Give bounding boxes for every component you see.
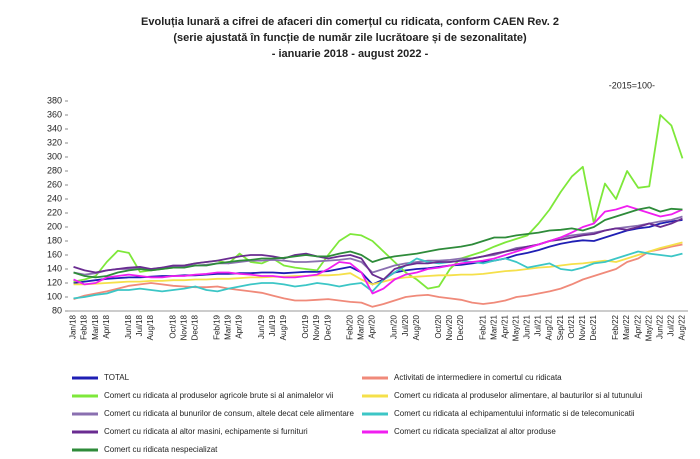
x-tick-label: Apr/22: [633, 314, 642, 338]
x-tick-label: Nov/21: [578, 314, 587, 340]
x-tick-label: Nov/18: [179, 314, 188, 340]
chart-period: - ianuarie 2018 - august 2022 -: [272, 48, 429, 60]
y-tick-label: 300: [47, 151, 62, 161]
x-tick-label: Jun/20: [390, 314, 399, 339]
x-tick-label: Dec/20: [456, 314, 465, 340]
y-tick-label: 320: [47, 137, 62, 147]
x-tick-label: Jun/19: [257, 314, 266, 339]
x-tick-label: Jan/18: [69, 314, 78, 339]
x-tick-label: Mar/19: [224, 314, 233, 339]
series-line: [73, 241, 683, 286]
chart-subtitle: (serie ajustată în funcție de număr zile…: [173, 32, 527, 44]
series-line: [73, 206, 683, 279]
y-tick-label: 100: [47, 291, 62, 301]
base-note: -2015=100-: [609, 80, 655, 90]
x-tick-label: Jul/22: [667, 314, 676, 336]
x-tick-label: Feb/21: [478, 314, 487, 339]
x-tick-label: Feb/19: [213, 314, 222, 339]
x-tick-label: Apr/19: [235, 314, 244, 338]
series-line: [73, 217, 683, 281]
x-tick-label: Dec/19: [323, 314, 332, 340]
x-tick-label: Dec/18: [190, 314, 199, 340]
x-tick-label: Nov/20: [445, 314, 454, 340]
y-tick-label: 240: [47, 193, 62, 203]
x-tick-label: Jun/22: [655, 314, 664, 339]
x-tick-label: May/21: [512, 314, 521, 341]
x-tick-label: Jun/21: [523, 314, 532, 339]
x-tick-label: Dec/21: [589, 314, 598, 340]
y-tick-label: 280: [47, 165, 62, 175]
x-tick-label: Feb/22: [611, 314, 620, 339]
x-tick-label: Jul/20: [401, 314, 410, 336]
x-tick-label: May/22: [644, 314, 653, 341]
x-tick-label: Aug/20: [412, 314, 421, 340]
x-tick-label: Jul/19: [268, 314, 277, 336]
x-tick-label: Aug/21: [545, 314, 554, 340]
x-tick-label: Mar/20: [357, 314, 366, 339]
x-tick-label: Nov/19: [312, 314, 321, 340]
series-line: [73, 250, 683, 300]
x-tick-label: Aug/22: [678, 314, 687, 340]
y-tick-label: 260: [47, 179, 62, 189]
series-line: [73, 205, 683, 295]
x-tick-label: Jul/21: [534, 314, 543, 336]
x-tick-label: Oct/20: [434, 314, 443, 338]
x-tick-label: Sep/21: [556, 314, 565, 340]
legend-label: Comert cu ridicata al produselor aliment…: [394, 391, 642, 400]
chart-title: Evoluția lunară a cifrei de afaceri din …: [141, 16, 559, 28]
x-tick-label: Mar/21: [489, 314, 498, 339]
x-tick-label: Oct/19: [301, 314, 310, 338]
x-tick-label: Jul/18: [135, 314, 144, 336]
legend-label: Comert cu ridicata al altor masini, echi…: [104, 427, 308, 436]
legend-label: Comert cu ridicata al produselor agricol…: [104, 391, 334, 400]
x-tick-label: Feb/20: [345, 314, 354, 339]
x-tick-label: Mar/18: [91, 314, 100, 339]
y-tick-label: 120: [47, 277, 62, 287]
y-tick-label: 180: [47, 235, 62, 245]
y-tick-label: 340: [47, 123, 62, 133]
legend-label: TOTAL: [104, 373, 130, 382]
x-tick-label: Aug/18: [146, 314, 155, 340]
legend-label: Comert cu ridicata nespecializat: [104, 445, 218, 454]
y-tick-label: 360: [47, 109, 62, 119]
y-tick-label: 160: [47, 249, 62, 259]
y-tick-label: 380: [47, 95, 62, 105]
legend-label: Activitati de intermediere in comertul c…: [394, 373, 562, 382]
x-tick-label: Mar/22: [622, 314, 631, 339]
legend-label: Comert cu ridicata al bunurilor de consu…: [104, 409, 354, 418]
y-tick-label: 80: [52, 305, 62, 315]
x-tick-label: Oct/18: [168, 314, 177, 338]
x-tick-label: Jun/18: [124, 314, 133, 339]
legend-label: Comert cu ridicata al echipamentului inf…: [394, 409, 635, 418]
series-line: [73, 243, 683, 308]
x-tick-label: Oct/21: [567, 314, 576, 338]
x-tick-label: Apr/21: [500, 314, 509, 338]
x-tick-label: Feb/18: [80, 314, 89, 339]
y-tick-label: 140: [47, 263, 62, 273]
legend-label: Comert cu ridicata specializat al altor …: [394, 427, 556, 436]
x-tick-label: Apr/20: [368, 314, 377, 338]
x-tick-label: Aug/19: [279, 314, 288, 340]
y-tick-label: 200: [47, 221, 62, 231]
series-line: [73, 219, 683, 286]
y-tick-label: 220: [47, 207, 62, 217]
x-tick-label: Apr/18: [102, 314, 111, 338]
